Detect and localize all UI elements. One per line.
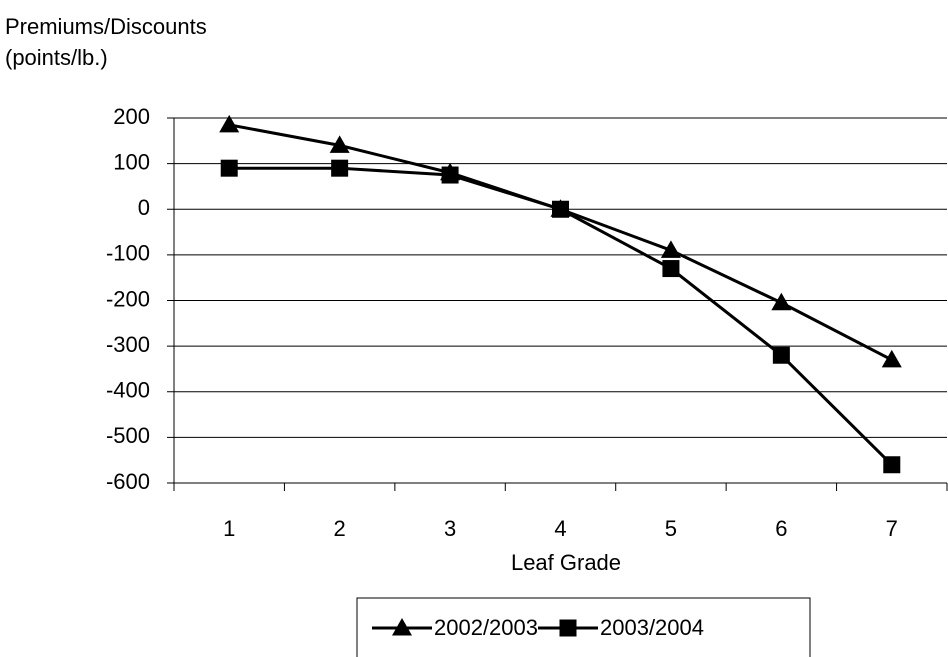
data-point	[771, 292, 792, 311]
data-point	[219, 114, 240, 133]
x-axis-label: Leaf Grade	[511, 550, 621, 575]
series-line	[228, 123, 893, 362]
y-tick-label: -600	[106, 469, 150, 494]
x-tick-label: 6	[775, 516, 787, 541]
data-point	[660, 240, 681, 258]
y-tick-label: -200	[106, 286, 150, 311]
x-tick-label: 5	[665, 516, 677, 541]
data-point	[552, 200, 569, 218]
y-tick-label: 0	[138, 195, 150, 220]
data-point	[881, 349, 902, 368]
y-tick-label: -300	[106, 332, 150, 357]
y-tick-label: -500	[106, 423, 150, 448]
legend-box	[356, 597, 811, 657]
legend-label: 2003/2004	[600, 615, 704, 640]
data-point	[329, 135, 350, 153]
x-tick-label: 1	[223, 516, 235, 541]
data-point	[331, 159, 349, 177]
x-tick-label: 4	[554, 516, 566, 541]
y-tick-label: -400	[106, 378, 150, 403]
y-axis-label: (points/lb.)	[5, 45, 108, 70]
y-axis-label: Premiums/Discounts	[5, 14, 207, 39]
legend-marker	[559, 619, 577, 637]
x-tick-label: 3	[444, 516, 456, 541]
y-tick-label: 100	[113, 149, 150, 174]
y-tick-label: 200	[113, 104, 150, 129]
data-point	[772, 346, 790, 364]
data-point	[441, 166, 459, 184]
data-point	[662, 260, 680, 278]
x-tick-label: 2	[334, 516, 346, 541]
legend-label: 2002/2003	[434, 615, 538, 640]
y-tick-label: -100	[106, 241, 150, 266]
data-point	[883, 456, 901, 474]
x-tick-label: 7	[886, 516, 898, 541]
data-point	[220, 159, 238, 177]
legend-marker	[392, 618, 412, 636]
